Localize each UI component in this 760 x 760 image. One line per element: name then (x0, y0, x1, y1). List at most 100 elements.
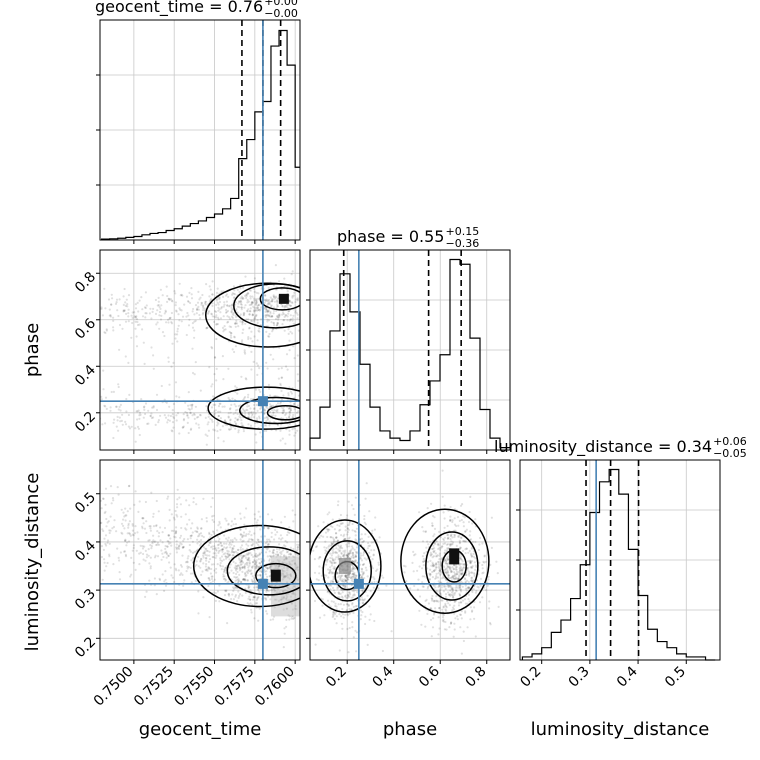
sample-point (170, 299, 173, 302)
sample-point (181, 573, 184, 577)
sample-point (248, 326, 251, 329)
sample-point (255, 299, 258, 302)
sample-point (347, 594, 350, 597)
sample-point (320, 574, 323, 577)
sample-point (337, 555, 340, 559)
sample-point (488, 600, 491, 603)
sample-point (252, 305, 255, 308)
sample-point (163, 398, 166, 401)
sample-point (246, 563, 249, 567)
sample-point (283, 306, 286, 309)
sample-point (296, 298, 299, 301)
density-contour (192, 524, 300, 608)
sample-point (128, 532, 131, 535)
sample-point (244, 534, 247, 538)
sample-point (469, 606, 472, 609)
sample-point (281, 305, 284, 308)
sample-point (470, 610, 474, 613)
sample-point (351, 570, 354, 573)
sample-point (459, 613, 462, 616)
sample-point (235, 572, 238, 576)
sample-point (342, 580, 345, 583)
sample-point (339, 555, 342, 558)
sample-point (290, 301, 293, 304)
sample-point (459, 546, 462, 549)
sample-point (288, 429, 291, 432)
sample-point (111, 527, 114, 530)
sample-point (151, 406, 154, 409)
sample-point (335, 611, 338, 614)
sample-point (211, 315, 214, 318)
sample-point (239, 561, 242, 564)
sample-point (456, 615, 459, 618)
sample-point (332, 558, 335, 561)
sample-point (451, 606, 455, 609)
sample-point (353, 573, 356, 577)
sample-point (252, 416, 255, 419)
sample-point (248, 310, 251, 313)
sample-point (335, 572, 338, 575)
sample-point (470, 547, 473, 550)
sample-point (110, 293, 113, 296)
sample-point (293, 427, 296, 430)
sample-point (49, 468, 51, 470)
sample-point (266, 303, 269, 306)
sample-point (226, 539, 229, 542)
sample-point (145, 556, 148, 559)
sample-point (250, 398, 253, 401)
sample-point (157, 535, 160, 538)
sample-point (75, 393, 77, 395)
sample-point (362, 571, 365, 574)
sample-point (353, 594, 356, 597)
sample-point (291, 296, 294, 299)
sample-point (296, 546, 299, 549)
sample-point (136, 425, 140, 428)
sample-point (222, 378, 225, 381)
sample-point (197, 305, 200, 308)
sample-point (489, 621, 492, 625)
sample-point (464, 530, 467, 533)
sample-point (272, 411, 275, 414)
sample-point (227, 550, 230, 553)
sample-point (277, 318, 280, 321)
sample-point (152, 354, 155, 357)
sample-point (249, 598, 252, 601)
sample-point (318, 536, 321, 539)
sample-point (350, 559, 353, 563)
sample-point (326, 535, 329, 539)
sample-point (317, 579, 320, 582)
sample-point (213, 545, 216, 548)
sample-point (167, 495, 170, 498)
sample-point (171, 430, 174, 433)
sample-point (98, 524, 100, 526)
sample-point (244, 571, 247, 575)
sample-point (237, 418, 240, 421)
sample-point (248, 413, 251, 416)
sample-point (217, 309, 220, 312)
sample-point (46, 370, 48, 372)
sample-point (223, 546, 226, 549)
luminosity-distance-xtick-label: 0.2 (517, 664, 544, 691)
sample-point (136, 418, 139, 421)
sample-point (249, 602, 252, 605)
sample-point (257, 304, 260, 307)
sample-point (242, 578, 245, 581)
sample-point (124, 553, 127, 556)
sample-point (87, 302, 89, 304)
sample-point (206, 423, 209, 426)
sample-point (341, 607, 344, 611)
sample-point (344, 586, 347, 589)
sample-point (60, 496, 62, 498)
sample-point (170, 529, 173, 532)
sample-point (258, 327, 261, 330)
sample-point (338, 524, 341, 528)
sample-point (460, 652, 463, 655)
sample-point (154, 540, 157, 543)
sample-point (461, 560, 464, 563)
sample-point (216, 421, 219, 424)
sample-point (177, 546, 180, 549)
sample-point (432, 570, 435, 573)
sample-point (464, 610, 467, 613)
sample-point (278, 548, 281, 551)
sample-point (464, 587, 467, 590)
